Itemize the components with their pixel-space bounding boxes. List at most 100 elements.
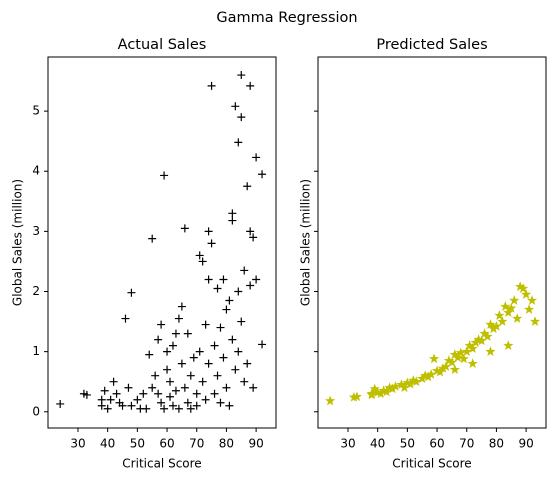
x-tick-label: 50: [130, 437, 145, 451]
point: [500, 301, 511, 311]
point: [160, 404, 169, 413]
point: [97, 395, 106, 404]
point: [154, 389, 163, 398]
y-tick-label: 0: [32, 404, 40, 418]
point: [231, 365, 240, 374]
point: [183, 329, 192, 338]
point: [246, 281, 255, 290]
point: [195, 347, 204, 356]
point: [124, 383, 133, 392]
point: [100, 386, 109, 395]
point: [518, 283, 529, 293]
point: [112, 389, 121, 398]
point: [521, 289, 532, 299]
point: [228, 335, 237, 344]
point: [198, 377, 207, 386]
point: [503, 340, 514, 350]
x-tick-label: 90: [248, 437, 263, 451]
plot-frame: [317, 56, 547, 429]
point: [157, 320, 166, 329]
point: [171, 329, 180, 338]
x-axis-label: Critical Score: [392, 457, 471, 471]
x-tick-label: 80: [219, 437, 234, 451]
point: [219, 353, 228, 362]
point: [222, 383, 231, 392]
point: [213, 371, 222, 380]
point: [243, 182, 252, 191]
x-tick-label: 70: [189, 437, 204, 451]
point: [246, 81, 255, 90]
point: [201, 320, 210, 329]
point: [127, 401, 136, 410]
point: [210, 341, 219, 350]
point: [231, 102, 240, 111]
x-tick-label: 60: [429, 437, 444, 451]
point: [186, 404, 195, 413]
point: [249, 233, 258, 242]
x-tick-label: 90: [518, 437, 533, 451]
point: [145, 350, 154, 359]
point: [411, 376, 422, 387]
y-tick-label: 2: [32, 284, 40, 298]
point: [485, 346, 496, 356]
x-tick-label: 60: [159, 437, 174, 451]
point: [163, 365, 172, 374]
point: [485, 319, 496, 329]
point: [213, 284, 222, 293]
point: [207, 239, 216, 248]
x-tick-label: 50: [400, 437, 415, 451]
y-tick-label: 5: [32, 104, 40, 118]
point: [133, 395, 142, 404]
point: [506, 302, 517, 313]
point: [482, 331, 493, 341]
point: [461, 346, 472, 356]
point: [452, 352, 463, 362]
point: [198, 257, 207, 266]
point: [121, 314, 130, 323]
point: [192, 401, 201, 410]
point: [234, 138, 243, 147]
subplot-title: Actual Sales: [118, 37, 207, 53]
point: [127, 288, 136, 297]
point: [216, 398, 225, 407]
y-tick-label: 3: [32, 224, 40, 238]
x-tick-label: 30: [70, 437, 85, 451]
point: [148, 234, 157, 243]
point: [168, 401, 177, 410]
point: [189, 353, 198, 362]
point: [192, 389, 201, 398]
point: [183, 398, 192, 407]
point: [449, 364, 460, 375]
point: [234, 347, 243, 356]
point: [201, 395, 210, 404]
point: [497, 316, 508, 326]
point: [225, 296, 234, 305]
point: [512, 313, 523, 323]
x-tick-label: 30: [340, 437, 355, 451]
point: [171, 386, 180, 395]
y-axis-label: Global Sales (million): [299, 179, 313, 306]
point: [142, 404, 151, 413]
point: [237, 71, 246, 80]
point: [325, 395, 336, 406]
x-axis-label: Critical Score: [122, 457, 201, 471]
point: [458, 353, 469, 364]
point: [228, 209, 237, 218]
point: [207, 81, 216, 90]
point: [249, 383, 258, 392]
point: [523, 304, 535, 314]
point: [529, 316, 541, 326]
point: [428, 353, 440, 364]
subplot-title: Predicted Sales: [376, 37, 487, 53]
point: [204, 359, 213, 368]
point: [103, 404, 112, 413]
point: [204, 227, 213, 236]
y-axis-label: Global Sales (million): [11, 179, 25, 306]
point: [252, 153, 261, 162]
point: [177, 302, 186, 311]
point: [180, 224, 189, 233]
x-tick-label: 40: [100, 437, 115, 451]
point: [139, 389, 148, 398]
point: [210, 389, 219, 398]
point: [106, 395, 115, 404]
